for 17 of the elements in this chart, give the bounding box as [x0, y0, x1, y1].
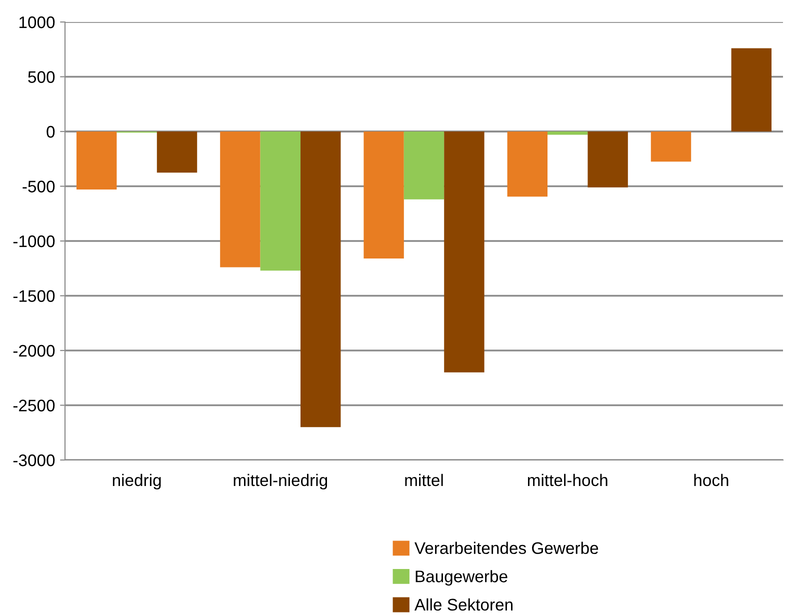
legend-label: Verarbeitendes Gewerbe [414, 542, 598, 554]
y-tick-label: -3000 [13, 454, 55, 466]
y-tick-label: -500 [22, 180, 55, 192]
x-tick-label: mittel [405, 474, 443, 486]
x-tick-label: hoch [694, 474, 728, 486]
y-tick-label: -2000 [13, 344, 55, 357]
x-tick-label: niedrig [112, 474, 161, 490]
y-tick-label: 0 [46, 126, 55, 138]
legend-label: Baugewerbe [416, 570, 508, 586]
x-tick-label: mittel-hoch [528, 474, 608, 486]
y-tick-label: -2500 [13, 400, 55, 412]
y-tick-label: 500 [28, 71, 55, 83]
y-tick-label: -1500 [13, 290, 55, 302]
legend-label: Alle Sektoren [414, 598, 512, 611]
y-tick-label: 1000 [19, 16, 55, 28]
x-tick-label: mittel-niedrig [234, 474, 328, 490]
y-tick-label: -1000 [13, 235, 55, 248]
